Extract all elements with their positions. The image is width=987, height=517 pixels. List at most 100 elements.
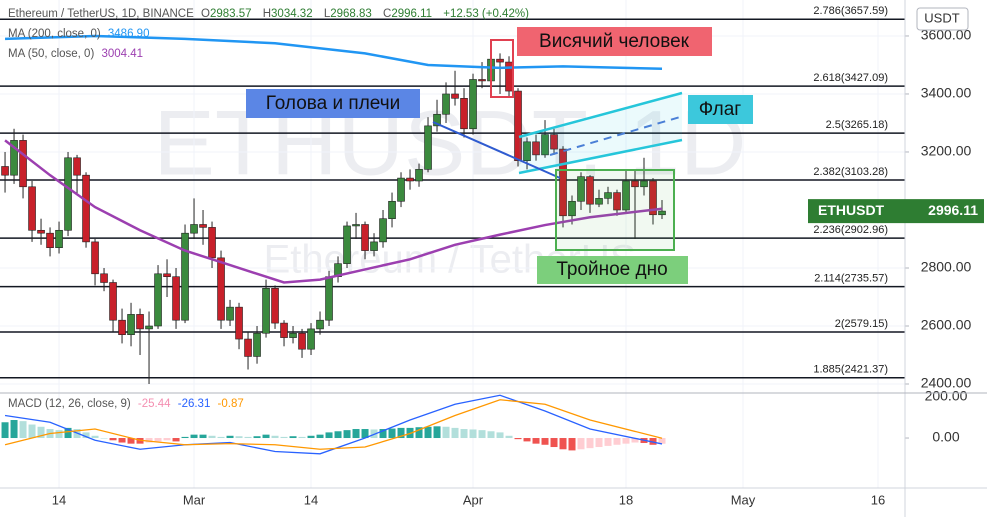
candle-body [154, 273, 162, 327]
candle-body [109, 282, 117, 321]
histogram-bar [541, 438, 549, 445]
legend-ma: MA (50, close, 0) 3004.41 [8, 48, 147, 60]
candle-body [190, 224, 198, 234]
candle-body [217, 257, 225, 321]
ohlc-letter: L [323, 8, 331, 20]
candle-body [145, 325, 153, 330]
candle-body [163, 273, 171, 277]
histogram-bar [613, 438, 621, 445]
candle-body [19, 140, 27, 188]
candle-body [316, 319, 324, 330]
histogram-bar [244, 436, 252, 439]
candle-body [244, 338, 252, 357]
candle-body [658, 210, 666, 216]
candle-body [550, 134, 558, 150]
candle-body [559, 148, 567, 217]
triple-bottom-box [555, 169, 675, 251]
ohlc: L2968.83 [324, 8, 376, 20]
y-tick-label: 200.00 [925, 388, 968, 404]
change: +12.53 (+0.42%) [443, 8, 529, 20]
histogram-bar [388, 428, 396, 439]
candle-body [55, 229, 63, 248]
candle-body [433, 113, 441, 127]
price-tag-value: 2996.11 [928, 202, 978, 218]
flag-mid [549, 116, 681, 156]
candle-body [235, 306, 243, 340]
candle-body [280, 322, 288, 338]
x-tick-label: 16 [871, 492, 885, 507]
candle-body [532, 141, 540, 156]
ohlc-value: 2968.83 [330, 8, 372, 20]
histogram-bar [550, 438, 558, 448]
legend-value: 3486.90 [107, 28, 150, 40]
histogram-bar [631, 438, 639, 443]
histogram-bar [415, 427, 423, 439]
candle-body [91, 241, 99, 275]
price-tag [808, 199, 984, 224]
histogram-bar [298, 436, 306, 439]
histogram-bar [1, 422, 9, 439]
candle-body [181, 232, 189, 321]
x-tick-label: Mar [183, 492, 206, 507]
candle-body [568, 200, 576, 217]
histogram-bar [271, 435, 279, 439]
x-tick-label: 18 [619, 492, 633, 507]
x-tick-label: May [731, 492, 756, 507]
candle-body [37, 229, 45, 234]
candle-body [10, 140, 18, 176]
x-tick-label: Apr [463, 492, 484, 507]
histogram-bar [379, 429, 387, 439]
candle-body [82, 174, 90, 243]
histogram-bar [19, 421, 27, 439]
neckline [432, 121, 561, 179]
histogram-bar [181, 436, 189, 439]
histogram-bar [604, 438, 612, 446]
fib-label: 2.5(3265.18) [826, 119, 888, 131]
histogram-bar [523, 438, 531, 442]
ohlc-value: 3034.32 [271, 8, 313, 20]
candle-body [379, 218, 387, 243]
candle-body [28, 186, 36, 231]
candle-body [100, 273, 108, 283]
histogram-bar [10, 420, 18, 439]
histogram-bar [172, 438, 180, 442]
fib-label: 2.382(3103.28) [813, 166, 888, 178]
histogram-bar [487, 431, 495, 439]
fib-label: 2(2579.15) [835, 318, 888, 330]
candle-body [262, 287, 270, 334]
candle-body [496, 58, 504, 63]
histogram-bar [226, 435, 234, 439]
legend-ma: MA (200, close, 0) 3486.90 [8, 28, 153, 40]
histogram-bar [145, 438, 153, 443]
legend-name: MA (50, close, 0) [8, 48, 95, 60]
histogram-bar [253, 436, 261, 439]
fib-label: 2.786(3657.59) [813, 5, 888, 17]
candle-body [298, 332, 306, 350]
histogram-bar [118, 438, 126, 443]
histogram-bar [514, 438, 522, 440]
histogram-bar [397, 427, 405, 439]
ma-line [4, 139, 663, 284]
candle-body [136, 314, 144, 330]
histogram-bar [334, 431, 342, 439]
histogram-bar [55, 430, 63, 439]
histogram-bar [199, 434, 207, 439]
candle-body [586, 176, 594, 205]
fib-label: 2.114(2735.57) [814, 273, 888, 285]
candle-body [271, 287, 279, 324]
candle-body [325, 276, 333, 321]
histogram-bar [190, 434, 198, 439]
candle-body [604, 192, 612, 199]
histogram-bar [28, 424, 36, 439]
currency-box[interactable] [916, 7, 969, 31]
candle-body [127, 314, 135, 336]
histogram-bar [451, 427, 459, 439]
hanging-man-box [490, 39, 514, 98]
histogram-bar [424, 426, 432, 439]
histogram-bar [433, 426, 441, 439]
candle-body [469, 79, 477, 130]
legend-value: 3004.41 [101, 48, 144, 60]
candle-body [595, 198, 603, 205]
ohlc: C2996.11 [383, 8, 436, 20]
